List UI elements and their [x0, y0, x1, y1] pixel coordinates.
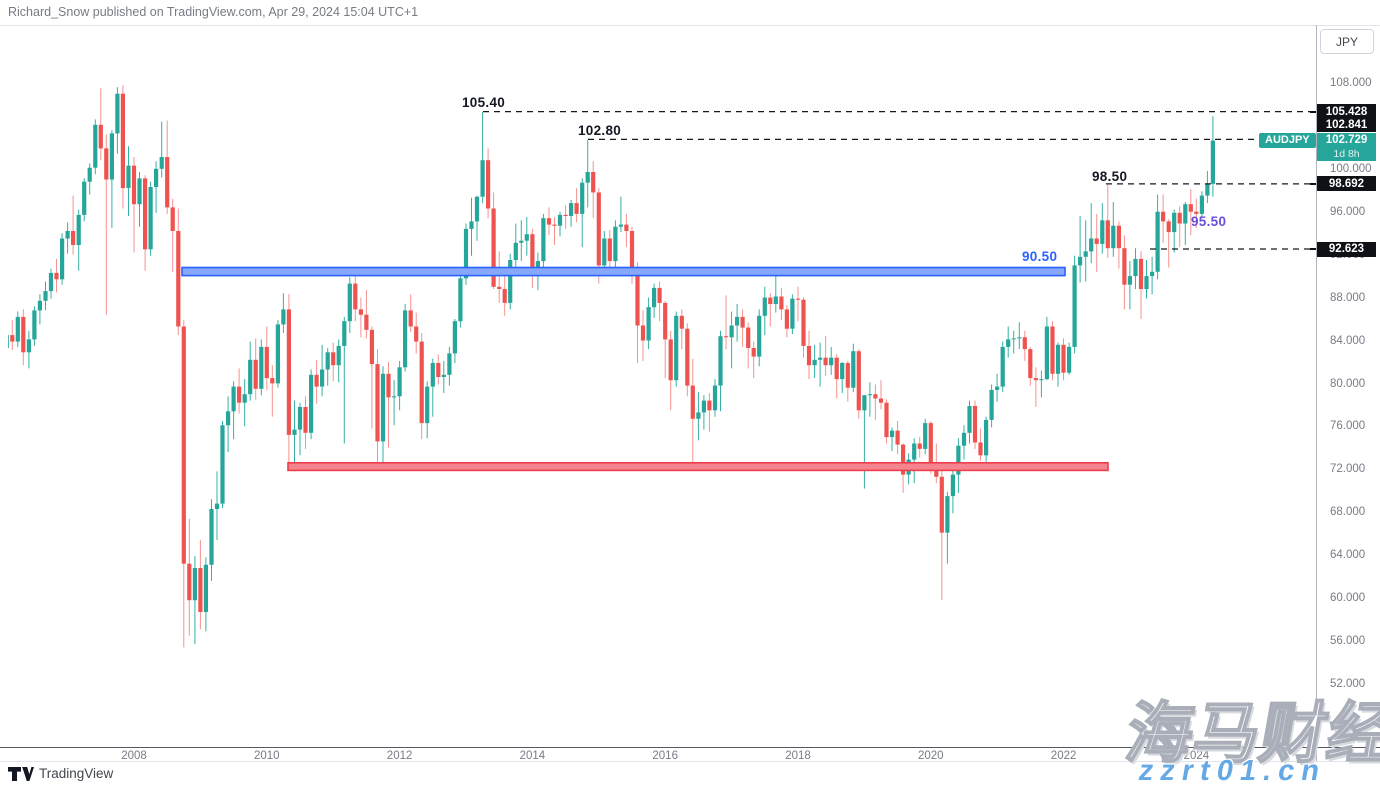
footer-divider: [0, 761, 1380, 762]
year-label: 2016: [652, 750, 678, 762]
year-label: 2022: [1050, 750, 1077, 762]
axis-tick-mark: [1310, 110, 1316, 113]
watermark-url-text: zzrt01.cn: [1136, 755, 1330, 787]
year-label: 2008: [121, 750, 147, 762]
axis-tick-mark: [1310, 182, 1316, 185]
price-tick-label: 68.000: [1330, 506, 1366, 519]
axis-tick-mark: [1310, 248, 1316, 250]
bar-close-countdown: 1d 8h: [1333, 148, 1360, 161]
price-tick-label: 88.000: [1330, 291, 1366, 304]
price-tick-label: 72.000: [1330, 463, 1366, 476]
tradingview-logo[interactable]: TradingView: [8, 766, 113, 781]
year-label: 2018: [785, 750, 811, 762]
level-annotation: 95.50: [1191, 214, 1227, 229]
year-label: 2014: [519, 750, 546, 762]
price-tick-label: 64.000: [1330, 549, 1366, 562]
time-axis-border: [0, 747, 1380, 748]
price-tick-label: 100.000: [1330, 162, 1372, 175]
price-tick-label: 76.000: [1330, 420, 1366, 433]
dashed-level-lines[interactable]: [483, 110, 1316, 250]
current-price-value: 102.729: [1325, 134, 1368, 147]
price-tick-label: 56.000: [1330, 635, 1366, 648]
year-label: 2020: [918, 750, 944, 762]
currency-button[interactable]: JPY: [1320, 29, 1374, 54]
resistance-zone-90-50[interactable]: [181, 266, 1066, 277]
candlestick-series: [8, 85, 1215, 648]
level-annotation: 98.50: [1092, 169, 1128, 184]
level-annotation: 102.80: [578, 123, 622, 138]
current-price-badge: 102.729 1d 8h: [1317, 133, 1376, 162]
price-tick-label: 96.000: [1330, 205, 1366, 218]
tradingview-logo-text: TradingView: [39, 766, 114, 781]
price-tick-label: 52.000: [1330, 678, 1366, 690]
attribution-text: Richard_Snow published on TradingView.co…: [8, 5, 419, 19]
year-label: 2010: [254, 750, 280, 762]
price-alert-badge: 105.428: [1317, 104, 1376, 120]
year-label: 2024: [1183, 750, 1210, 762]
level-annotation: 105.40: [462, 95, 506, 110]
support-zone-72[interactable]: [287, 461, 1109, 472]
tradingview-logo-icon: [8, 766, 34, 781]
level-annotation: 90.50: [1022, 249, 1058, 264]
price-tick-label: 60.000: [1330, 592, 1366, 605]
pane-top-border: [0, 25, 1380, 26]
price-tick-label: 108.000: [1330, 77, 1372, 89]
year-label: 2012: [386, 750, 413, 762]
price-alert-badge: 98.692: [1317, 176, 1376, 192]
price-tick-label: 84.000: [1330, 334, 1366, 347]
price-tick-label: 80.000: [1330, 377, 1366, 390]
price-axis-border: [1316, 25, 1317, 761]
price-alert-badge: 102.841: [1317, 117, 1376, 133]
horizontal-price-zones[interactable]: [181, 266, 1109, 472]
price-alert-badge: 92.623: [1317, 241, 1376, 257]
symbol-price-label: AUDJPY: [1259, 133, 1316, 149]
